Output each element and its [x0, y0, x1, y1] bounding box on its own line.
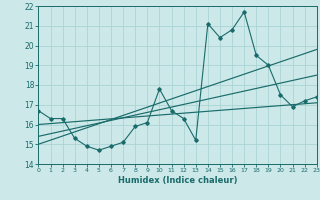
X-axis label: Humidex (Indice chaleur): Humidex (Indice chaleur)	[118, 176, 237, 185]
